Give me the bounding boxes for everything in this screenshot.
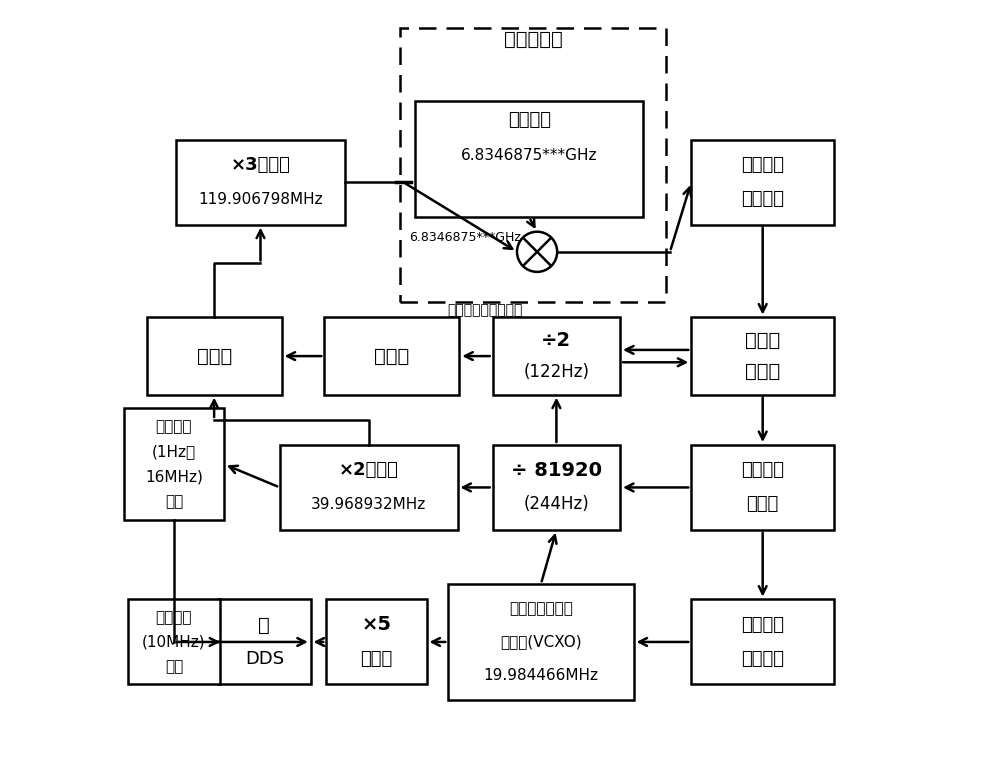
Bar [415, 101, 643, 217]
Text: 16MHz): 16MHz) [145, 469, 203, 485]
Bar [691, 140, 834, 224]
Text: 非整数压控晋体: 非整数压控晋体 [509, 601, 573, 616]
Text: 6.8346875***GHz: 6.8346875***GHz [409, 231, 521, 245]
Text: 压控输出: 压控输出 [741, 650, 784, 668]
Text: 同步鉴: 同步鉴 [745, 331, 780, 350]
Text: (122Hz): (122Hz) [523, 362, 589, 381]
Text: 物理系统的等效电路: 物理系统的等效电路 [447, 303, 522, 317]
Text: 相电路: 相电路 [745, 362, 780, 381]
Bar [448, 584, 634, 700]
Text: 鱼吸收泡: 鱼吸收泡 [508, 111, 551, 129]
Bar [324, 317, 459, 395]
Text: ×3倍频器: ×3倍频器 [231, 156, 290, 174]
Text: 低通滤波: 低通滤波 [741, 616, 784, 634]
Bar [493, 317, 620, 395]
Text: 输出: 输出 [165, 494, 183, 509]
Text: 调相器: 调相器 [197, 347, 232, 365]
Text: DDS: DDS [245, 650, 284, 668]
Bar [147, 317, 282, 395]
Text: 与指示: 与指示 [747, 495, 779, 513]
Text: ÷ 81920: ÷ 81920 [511, 461, 602, 480]
Circle shape [517, 231, 557, 272]
Bar [124, 408, 224, 520]
Text: 振荡器(VCXO): 振荡器(VCXO) [500, 635, 582, 649]
Text: 低通滤波: 低通滤波 [156, 420, 192, 434]
Text: 119.906798MHz: 119.906798MHz [198, 192, 323, 207]
Text: (244Hz): (244Hz) [524, 495, 589, 513]
Text: 倍频器: 倍频器 [360, 650, 393, 668]
Text: ×2倍频器: ×2倍频器 [339, 461, 399, 479]
Text: 窄带滤波: 窄带滤波 [156, 610, 192, 625]
Text: 前置放大: 前置放大 [741, 190, 784, 208]
Text: (10MHz): (10MHz) [142, 635, 206, 649]
Text: 39.968932MHz: 39.968932MHz [311, 497, 426, 512]
Bar [691, 445, 834, 530]
Text: ÷2: ÷2 [541, 331, 571, 350]
Text: (1Hz～: (1Hz～ [152, 444, 196, 459]
Bar [280, 445, 458, 530]
Text: 微波谐振腔: 微波谐振腔 [504, 30, 563, 49]
Text: 锁定捾测: 锁定捾测 [741, 461, 784, 479]
Text: 积分器: 积分器 [374, 347, 409, 365]
Bar [691, 600, 834, 684]
Bar [218, 600, 311, 684]
Bar [493, 445, 620, 530]
Text: 输出: 输出 [165, 659, 183, 673]
Bar [128, 600, 220, 684]
Text: 6.8346875***GHz: 6.8346875***GHz [461, 148, 598, 163]
Text: 双: 双 [258, 615, 270, 635]
Text: 误差信号: 误差信号 [741, 156, 784, 174]
Text: ×5: ×5 [361, 615, 391, 635]
Bar [176, 140, 345, 224]
Text: 19.984466MHz: 19.984466MHz [483, 667, 598, 683]
Bar [400, 28, 666, 302]
Bar [326, 600, 427, 684]
Bar [691, 317, 834, 395]
